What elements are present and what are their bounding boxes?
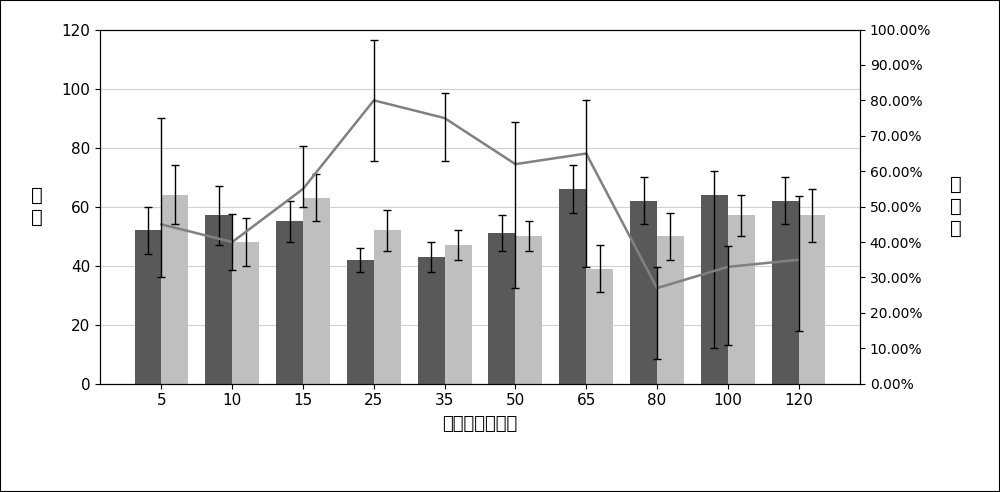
Bar	[374, 230, 401, 384]
Y-axis label: 转
化
率: 转 化 率	[950, 175, 962, 238]
Bar	[488, 233, 515, 384]
配子体至幼孢子体转化率	[226, 239, 238, 245]
Bar	[772, 201, 799, 384]
Line: 配子体至幼孢子体转化率: 配子体至幼孢子体转化率	[161, 100, 799, 288]
Bar	[303, 198, 330, 384]
Bar	[205, 215, 232, 384]
Bar	[135, 230, 161, 384]
Bar	[586, 269, 613, 384]
Bar	[728, 215, 755, 384]
Bar	[276, 221, 303, 384]
Bar	[559, 189, 586, 384]
Bar	[657, 236, 684, 384]
配子体至幼孢子体转化率	[793, 257, 805, 263]
Bar	[445, 245, 472, 384]
Bar	[701, 195, 728, 384]
配子体至幼孢子体转化率	[297, 186, 309, 192]
配子体至幼孢子体转化率	[155, 221, 167, 227]
配子体至幼孢子体转化率	[509, 161, 521, 167]
Bar	[515, 236, 542, 384]
Y-axis label: 天
数: 天 数	[31, 186, 42, 227]
Bar	[799, 215, 825, 384]
配子体至幼孢子体转化率	[651, 285, 663, 291]
配子体至幼孢子体转化率	[580, 151, 592, 156]
配子体至幼孢子体转化率	[722, 264, 734, 270]
Bar	[347, 260, 374, 384]
配子体至幼孢子体转化率	[439, 115, 451, 121]
配子体至幼孢子体转化率	[368, 97, 380, 103]
Bar	[630, 201, 657, 384]
Bar	[161, 195, 188, 384]
Bar	[418, 257, 445, 384]
X-axis label: 孢子悬浮液浓度: 孢子悬浮液浓度	[442, 415, 518, 433]
Bar	[232, 242, 259, 384]
